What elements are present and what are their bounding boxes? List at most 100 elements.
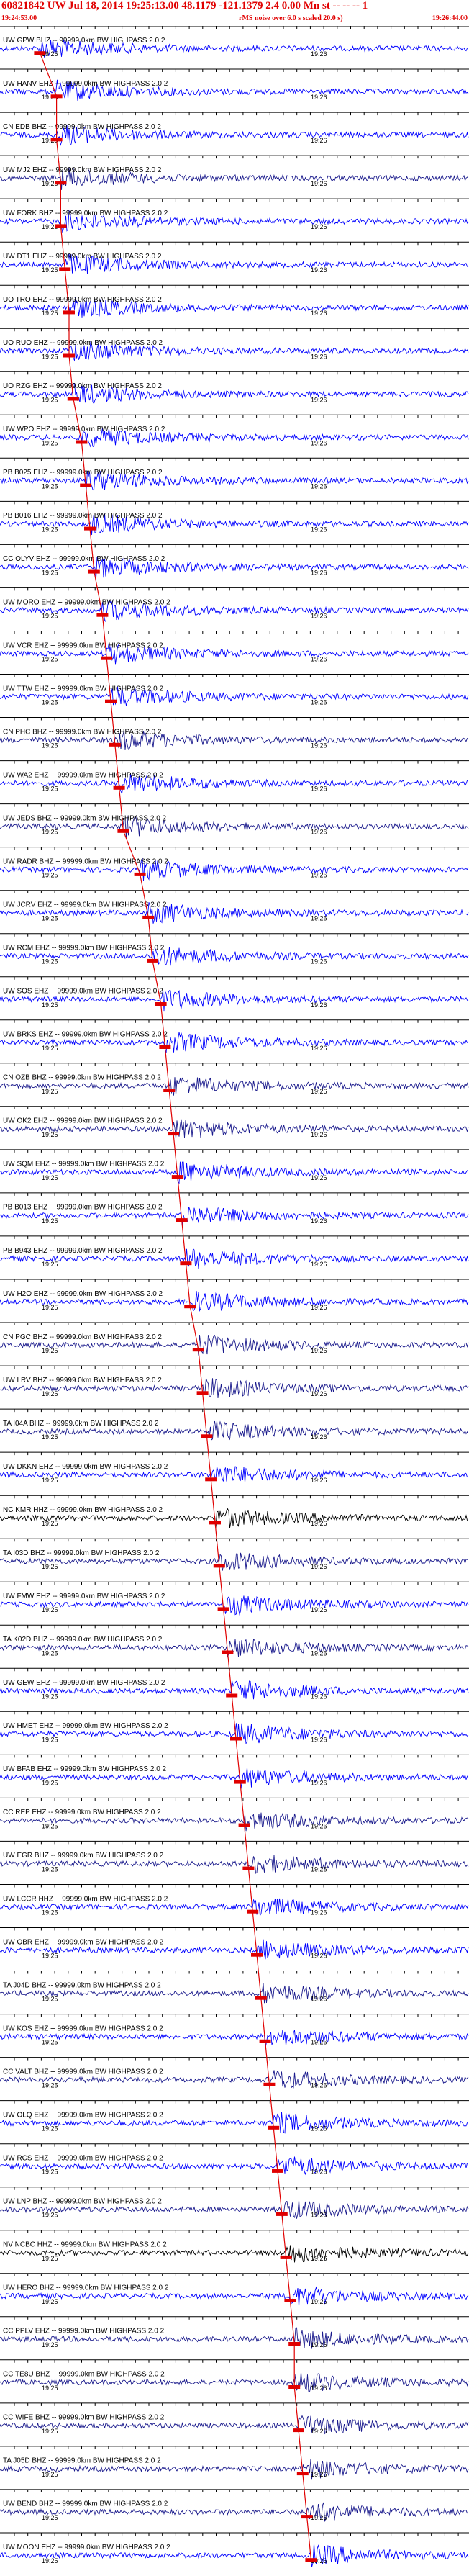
waveform [0,2245,469,2263]
time-tick-label: 19:25 [42,1563,58,1570]
time-tick-label: 19:25 [42,1779,58,1786]
time-tick-label: 19:25 [42,1304,58,1311]
trace-label: UW HANV EHZ -- 99999.0km BW HIGHPASS 2.0… [3,80,168,88]
trace-label: UW DKKN EHZ -- 99999.0km BW HIGHPASS 2.0… [3,1463,168,1471]
trace-label: CC TE8U BHZ -- 99999.0km BW HIGHPASS 2.0… [3,2371,165,2379]
record-header: 60821842 UW Jul 18, 2014 19:25:13.00 48.… [0,0,469,26]
time-tick-label: 19:25 [42,353,58,360]
time-tick-label: 19:26 [311,50,327,58]
time-tick-label: 19:26 [311,742,327,749]
time-tick-label: 19:25 [42,656,58,663]
trace-label: UW SQM EHZ -- 99999.0km BW HIGHPASS 2.0 … [3,1161,165,1168]
waveform [0,1552,469,1572]
waveform [0,1291,469,1312]
waveform [0,1638,469,1658]
waveform [0,902,469,924]
time-tick-label: 19:25 [42,1045,58,1052]
trace-label: PB B016 EHZ -- 99999.0km BW HIGHPASS 2.0… [3,512,163,520]
trace-label: UW DT1 EHZ -- 99999.0km BW HIGHPASS 2.0 … [3,253,162,261]
waveform [0,2156,469,2176]
time-tick-label: 19:26 [311,1477,327,1484]
waveform [0,947,469,966]
waveform [0,1680,469,1700]
time-tick-label: 19:26 [311,2169,327,2176]
time-tick-label: 19:26 [311,2212,327,2219]
time-tick-label: 19:26 [311,137,327,144]
moveout-line [39,52,311,2560]
time-tick-label: 19:26 [311,1304,327,1311]
pick-marker [305,2558,317,2562]
time-tick-label: 19:25 [42,2557,58,2564]
time-tick-label: 19:26 [311,2471,327,2478]
trace-label: UW OK2 EHZ -- 99999.0km BW HIGHPASS 2.0 … [3,1117,163,1125]
waveform [0,2372,469,2392]
time-tick-label: 19:25 [42,1390,58,1397]
time-tick-label: 19:25 [42,2471,58,2478]
trace-label: TA I04A BHZ -- 99999.0km BW HIGHPASS 2.0… [3,1420,159,1428]
trace-label: UW TTW EHZ -- 99999.0km BW HIGHPASS 2.0 … [3,685,163,693]
time-tick-label: 19:26 [311,829,327,836]
time-tick-label: 19:26 [311,1217,327,1225]
seismogram-plot: UW GPW BHZ -- 99999.0km BW HIGHPASS 2.0 … [0,26,469,2567]
trace-label: UO RZG EHZ -- 99999.0km BW HIGHPASS 2.0 … [3,382,162,390]
trace-label: PB B013 EHZ -- 99999.0km BW HIGHPASS 2.0… [3,1204,163,1212]
time-tick-label: 19:25 [42,2384,58,2392]
time-tick-label: 19:26 [311,569,327,576]
time-tick-label: 19:26 [311,1045,327,1052]
waveform [0,730,469,751]
waveform [0,125,469,146]
time-tick-label: 19:26 [311,699,327,706]
time-tick-label: 19:25 [42,1174,58,1181]
time-tick-label: 19:26 [311,526,327,533]
waveform [0,1983,469,2004]
time-tick-label: 19:25 [42,1606,58,1613]
trace-label: UW WPO EHZ -- 99999.0km BW HIGHPASS 2.0 … [3,425,165,433]
time-tick-label: 19:26 [311,785,327,793]
time-tick-label: 19:25 [42,2428,58,2435]
waveform [0,1466,469,1483]
time-tick-label: 19:25 [42,958,58,965]
time-tick-label: 19:26 [311,2255,327,2262]
time-tick-label: 19:26 [311,310,327,317]
time-tick-label: 19:25 [42,94,58,101]
time-tick-label: 19:25 [42,613,58,620]
time-tick-label: 19:25 [42,1131,58,1138]
time-tick-label: 19:26 [311,1131,327,1138]
waveform [0,2070,469,2089]
trace-label: TA J05D BHZ -- 99999.0km BW HIGHPASS 2.0… [3,2457,161,2465]
time-tick-label: 19:26 [311,872,327,879]
trace-label: UW RCM EHZ -- 99999.0km BW HIGHPASS 2.0 … [3,945,165,953]
time-tick-label: 19:25 [42,2125,58,2133]
time-tick-label: 19:26 [311,1693,327,1700]
waveform [0,1378,469,1399]
trace-label: UW FMW EHZ -- 99999.0km BW HIGHPASS 2.0 … [3,1593,165,1600]
time-tick-label: 19:25 [42,2169,58,2176]
waveform [0,210,469,233]
time-tick-label: 19:26 [311,2341,327,2348]
time-tick-label: 19:26 [311,2514,327,2521]
time-tick-label: 19:26 [311,396,327,403]
time-tick-label: 19:25 [42,1217,58,1225]
trace-label: TA K02D BHZ -- 99999.0km BW HIGHPASS 2.0… [3,1636,163,1644]
time-tick-label: 19:25 [42,1001,58,1009]
time-tick-label: 19:25 [42,1347,58,1354]
time-tick-label: 19:25 [42,1433,58,1441]
time-tick-label: 19:25 [42,482,58,490]
time-tick-label: 19:25 [42,310,58,317]
time-tick-label: 19:25 [42,266,58,274]
waveform [0,1334,469,1356]
waveform [0,1723,469,1744]
time-tick-label: 19:26 [311,1347,327,1354]
trace-label: UW WA2 EHZ -- 99999.0km BW HIGHPASS 2.0 … [3,771,163,779]
trace-label: CC PPLV EHZ -- 99999.0km BW HIGHPASS 2.0… [3,2328,165,2336]
time-tick-label: 19:25 [42,1736,58,1743]
trace-label: CC REP EHZ -- 99999.0km BW HIGHPASS 2.0 … [3,1809,161,1816]
waveform [0,1420,469,1441]
waveform [0,1855,469,1874]
trace-label: UW BEND BHZ -- 99999.0km BW HIGHPASS 2.0… [3,2500,168,2508]
trace-label: UW BFAB EHZ -- 99999.0km BW HIGHPASS 2.0… [3,1765,167,1773]
trace-label: UW MORO EHZ -- 99999.0km BW HIGHPASS 2.0… [3,598,170,606]
trace-label: CN OZB BHZ -- 99999.0km BW HIGHPASS 2.0 … [3,1074,161,1082]
time-tick-label: 19:25 [42,1822,58,1829]
time-tick-label: 19:26 [311,1865,327,1873]
